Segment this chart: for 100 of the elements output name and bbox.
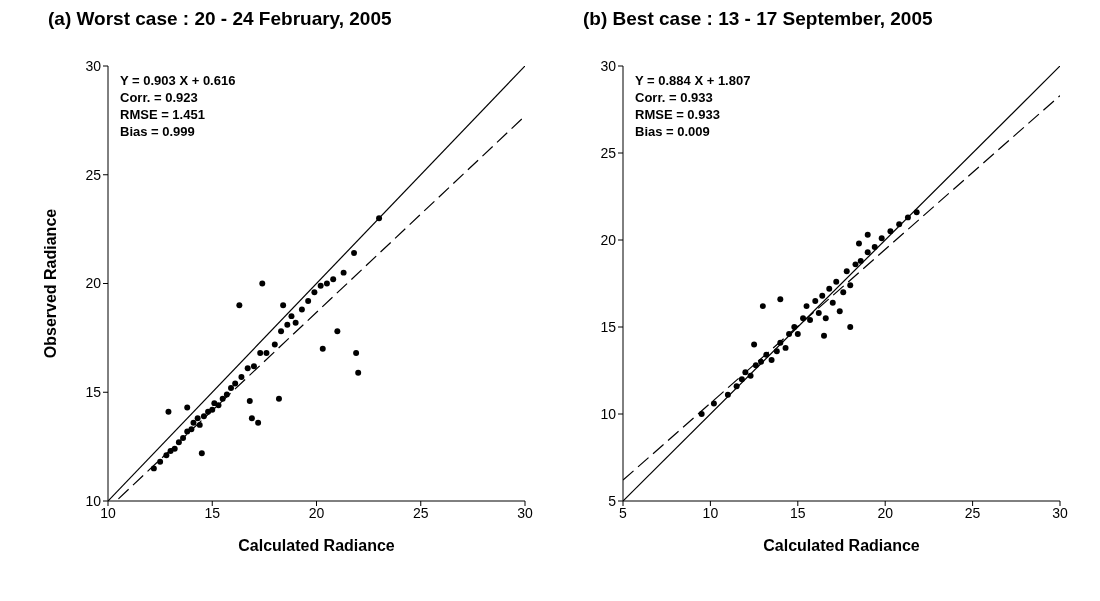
y-tick-label: 10 [85, 492, 102, 509]
point [821, 332, 827, 339]
point [196, 421, 203, 428]
chart-title: (a) Worst case : 20 - 24 February, 2005 [47, 8, 393, 31]
point [843, 268, 850, 275]
point [786, 330, 793, 337]
point [812, 297, 819, 304]
point [864, 249, 871, 256]
point [847, 324, 854, 330]
point [259, 280, 266, 287]
point [150, 465, 157, 472]
point [913, 209, 920, 216]
point [852, 261, 859, 268]
x-tick-label: 15 [204, 504, 221, 521]
point [710, 400, 717, 407]
annotation: RMSE = 0.933 [635, 106, 721, 123]
x-tick-label: 5 [619, 504, 628, 521]
y-tick-label: 15 [600, 318, 617, 335]
point [275, 395, 282, 402]
annotation: Y = 0.903 X + 0.616 [120, 72, 236, 89]
point [319, 345, 326, 352]
y-axis-title: Observed Radiance [41, 208, 59, 359]
point [738, 376, 745, 383]
point [698, 411, 705, 417]
point [284, 321, 291, 328]
point [257, 350, 264, 357]
point [815, 310, 822, 317]
point [180, 434, 187, 441]
point [724, 391, 731, 398]
point [847, 282, 854, 289]
point [219, 395, 226, 402]
point [878, 235, 885, 242]
point [864, 231, 871, 238]
point [904, 214, 911, 221]
point [184, 404, 191, 411]
point [278, 328, 285, 335]
point [248, 415, 255, 422]
y-tick-label: 20 [600, 231, 617, 248]
point [782, 344, 789, 351]
y-tick-label: 15 [85, 384, 102, 401]
point [200, 413, 207, 420]
point [887, 228, 894, 235]
point [791, 324, 798, 330]
point [819, 292, 826, 299]
x-tick-label: 20 [877, 504, 894, 521]
x-axis-title: Calculated Radiance [238, 537, 395, 554]
y-tick-label: 25 [600, 144, 617, 161]
point [733, 383, 740, 390]
y-tick-label: 30 [600, 57, 617, 74]
point [223, 391, 230, 398]
point [250, 363, 257, 370]
annotation: Y = 0.884 X + 1.807 [635, 72, 751, 89]
point [165, 408, 172, 415]
annotation: Corr. = 0.933 [635, 89, 714, 106]
point [840, 289, 847, 296]
point [807, 317, 814, 324]
point [228, 384, 234, 391]
point [758, 358, 765, 365]
point [794, 330, 801, 337]
point [271, 341, 278, 348]
annotation: Bias = 0.999 [120, 123, 196, 140]
annotation: Corr. = 0.923 [120, 89, 199, 106]
point [288, 313, 295, 320]
point [215, 402, 222, 409]
x-axis-title: Calculated Radiance [763, 537, 920, 554]
point [355, 369, 362, 376]
point [305, 297, 312, 304]
point [747, 372, 754, 379]
x-tick-label: 10 [100, 504, 116, 521]
point [896, 221, 903, 228]
point [157, 458, 164, 465]
x-tick-label: 15 [790, 504, 806, 521]
point [311, 289, 318, 296]
y-tick-label: 20 [85, 275, 102, 292]
point [198, 450, 205, 457]
point [773, 348, 780, 355]
point [857, 257, 864, 264]
point [836, 308, 843, 315]
point [833, 278, 840, 285]
point [280, 302, 287, 309]
point [323, 280, 330, 287]
x-tick-label: 20 [308, 504, 325, 521]
x-tick-label: 25 [412, 504, 429, 521]
point [826, 285, 833, 292]
point [175, 439, 182, 446]
x-tick-label: 10 [702, 504, 719, 521]
point [334, 328, 341, 335]
point [232, 380, 239, 387]
y-tick-label: 10 [600, 405, 617, 422]
point [246, 397, 253, 404]
point [742, 369, 749, 376]
point [236, 302, 243, 309]
point [292, 319, 299, 326]
point [871, 243, 878, 250]
y-tick-label: 30 [85, 57, 102, 74]
point [190, 419, 197, 426]
point [171, 445, 178, 452]
point [822, 315, 829, 322]
point [829, 299, 836, 306]
point [777, 296, 784, 303]
